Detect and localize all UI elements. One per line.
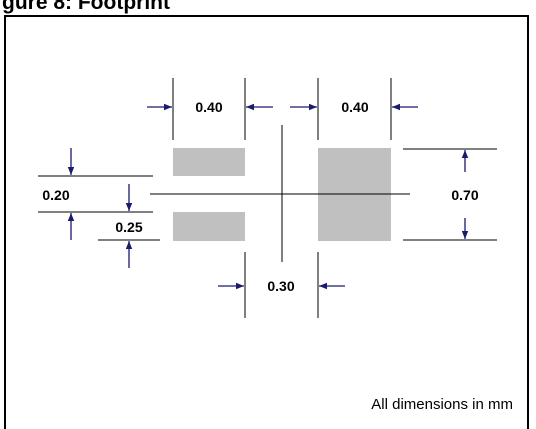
pad-bottom-left (173, 212, 245, 241)
dim-label-slot: 0.25 (115, 219, 142, 235)
figure-title: gure 8: Footprint (2, 0, 170, 14)
dim-label-pad-height-large: 0.70 (451, 187, 478, 203)
dim-label-pad-width-right: 0.40 (341, 99, 368, 115)
dim-label-gap: 0.30 (267, 278, 294, 294)
dim-label-pad-height-small: 0.20 (42, 187, 69, 203)
dim-label-pad-width-left: 0.40 (195, 99, 222, 115)
pad-top-left (173, 148, 245, 176)
figure-frame (4, 15, 529, 429)
extension-lines-top (172, 78, 392, 140)
extension-lines-gap (244, 252, 319, 318)
extension-lines-left (38, 175, 160, 241)
units-note: All dimensions in mm (371, 396, 513, 413)
extension-lines-right (403, 148, 497, 241)
